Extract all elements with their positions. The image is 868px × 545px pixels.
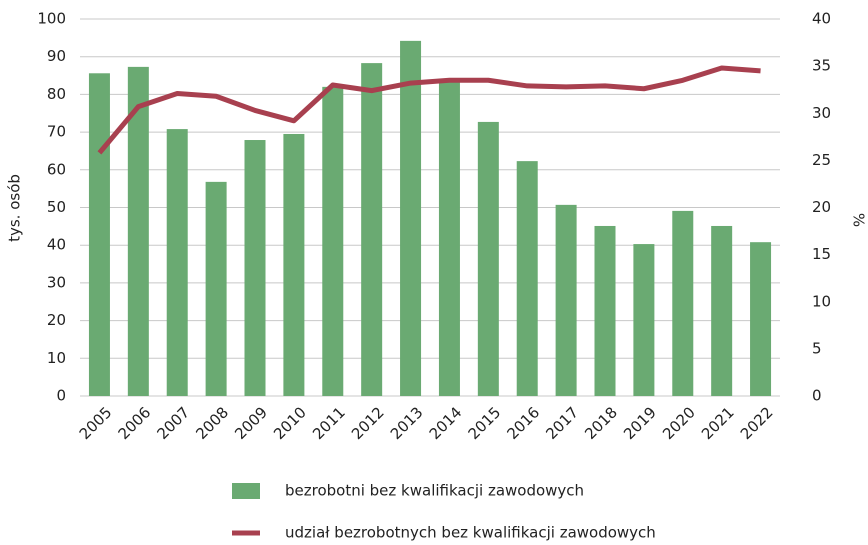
x-tick-label: 2008 <box>192 403 232 443</box>
bar <box>711 225 733 396</box>
x-tick-label: 2009 <box>231 403 271 443</box>
bar <box>322 86 344 397</box>
bar <box>166 129 188 397</box>
y-tick-label: 100 <box>37 10 66 28</box>
y-tick-label: 40 <box>47 236 66 254</box>
bar <box>477 121 499 397</box>
y-tick-label: 30 <box>47 273 66 291</box>
y-tick-label: 60 <box>47 160 66 178</box>
y-tick-label: 10 <box>47 349 66 367</box>
y-axis-title: tys. osób <box>6 174 24 242</box>
bar <box>361 63 383 396</box>
bar <box>594 225 616 396</box>
y2-tick-label: 15 <box>812 245 831 263</box>
y-tick-label: 90 <box>47 47 66 65</box>
x-tick-label: 2022 <box>737 403 777 443</box>
bar <box>555 204 577 396</box>
y2-tick-label: 20 <box>812 198 831 216</box>
y2-tick-label: 40 <box>812 10 831 28</box>
x-tick-label: 2015 <box>465 403 505 443</box>
bar <box>88 73 110 397</box>
y-tick-label: 20 <box>47 311 66 329</box>
bar <box>127 66 149 396</box>
bar <box>672 210 694 396</box>
bar <box>438 80 460 396</box>
x-tick-label: 2020 <box>659 403 699 443</box>
bar <box>750 242 772 396</box>
bar <box>400 40 422 397</box>
x-tick-label: 2006 <box>115 403 155 443</box>
x-tick-label: 2017 <box>542 403 582 443</box>
y-tick-label: 0 <box>56 387 66 405</box>
x-tick-label: 2007 <box>154 403 194 443</box>
legend-swatch <box>232 483 260 499</box>
x-tick-label: 2018 <box>581 403 621 443</box>
line <box>97 65 761 155</box>
y2-axis-title: % <box>850 213 868 227</box>
x-tick-label: 2021 <box>698 403 738 443</box>
bar <box>244 140 266 396</box>
x-tick-label: 2014 <box>426 403 466 443</box>
x-tick-label: 2010 <box>270 403 310 443</box>
y2-tick-label: 30 <box>812 104 831 122</box>
y2-tick-label: 35 <box>812 57 831 75</box>
x-tick-label: 2019 <box>620 403 660 443</box>
x-tick-label: 2005 <box>76 403 116 443</box>
y-tick-label: 70 <box>47 123 66 141</box>
y-tick-label: 80 <box>47 85 66 103</box>
bar <box>516 161 538 396</box>
x-tick-label: 2016 <box>504 403 544 443</box>
y2-tick-label: 5 <box>812 339 822 357</box>
y2-tick-label: 25 <box>812 151 831 169</box>
x-tick-label: 2013 <box>387 403 427 443</box>
y2-tick-label: 10 <box>812 292 831 310</box>
bar <box>283 133 305 397</box>
legend-label: bezrobotni bez kwalifikacji zawodowych <box>285 482 584 500</box>
x-tick-label: 2012 <box>348 403 388 443</box>
y2-tick-label: 0 <box>812 387 822 405</box>
bar <box>205 181 227 396</box>
bar <box>633 244 655 396</box>
legend-label: udział bezrobotnych bez kwalifikacji zaw… <box>285 524 656 542</box>
x-tick-label: 2011 <box>309 403 349 443</box>
y-tick-label: 50 <box>47 198 66 216</box>
